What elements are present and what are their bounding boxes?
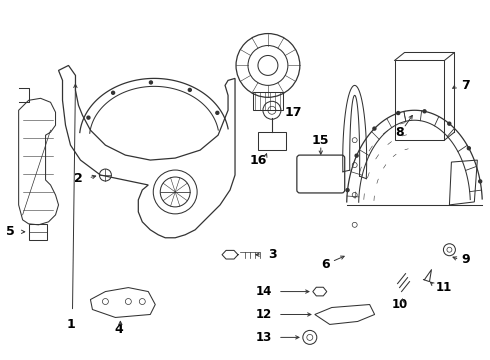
Text: 6: 6 [321,258,330,271]
Text: 2: 2 [74,171,82,185]
Circle shape [149,81,152,84]
Text: 8: 8 [395,126,404,139]
Circle shape [397,112,400,114]
Circle shape [346,189,349,192]
Text: 11: 11 [436,281,452,294]
Bar [253,92,283,110]
Bar [258,132,286,150]
Circle shape [467,147,470,150]
Bar [28,224,47,240]
Bar [394,60,444,140]
Circle shape [355,154,358,157]
Circle shape [479,180,482,183]
Text: 4: 4 [114,323,122,336]
Text: 17: 17 [285,106,302,119]
Circle shape [188,89,191,91]
Circle shape [448,122,451,125]
Text: 9: 9 [462,253,470,266]
Circle shape [423,110,426,113]
Circle shape [373,127,376,130]
Text: 12: 12 [256,308,272,321]
Circle shape [112,91,115,94]
Text: 14: 14 [256,285,272,298]
Text: 10: 10 [392,298,408,311]
Circle shape [216,111,219,114]
Text: 7: 7 [462,79,470,92]
Text: 1: 1 [66,318,75,331]
Text: 5: 5 [6,225,15,238]
Circle shape [87,116,90,119]
Text: 3: 3 [268,248,276,261]
Text: 15: 15 [312,134,330,147]
Text: 13: 13 [256,331,272,344]
Text: 16: 16 [249,154,267,167]
